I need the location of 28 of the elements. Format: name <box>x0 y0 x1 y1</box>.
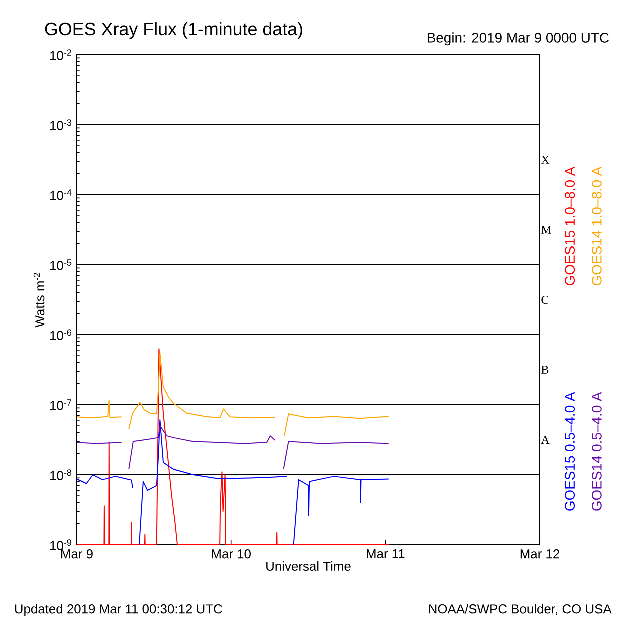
text: C <box>542 296 549 304</box>
text: NOAA/SWPC Boulder, CO USA <box>429 604 612 616</box>
text: A <box>541 436 550 444</box>
text: M <box>542 226 552 234</box>
text: GOES15 0.5–4.0 A <box>565 392 576 511</box>
x-axis-title: Universal Time <box>266 562 351 572</box>
y-tick-label: 10$^{-9}$ <box>50 540 72 550</box>
y-tick-label: 10$^{-2}$ <box>50 50 72 60</box>
y-axis-title: Watts m$^{-2}$ <box>34 273 45 328</box>
x-tick-label: Mar 10 <box>212 550 251 559</box>
y-tick-label: 10$^{-5}$ <box>50 260 72 270</box>
y-tick-label: 10$^{-6}$ <box>50 330 72 340</box>
y-tick-label: 10$^{-8}$ <box>50 470 72 480</box>
text: GOES15 1.0–8.0 A <box>565 166 576 286</box>
text: X <box>541 156 550 164</box>
x-tick-label: Mar 9 <box>62 550 93 559</box>
x-tick-label: Mar 11 <box>367 550 405 559</box>
text: GOES14 1.0–8.0 A <box>592 166 602 286</box>
line-series <box>76 348 390 546</box>
text: B <box>542 366 549 374</box>
chart-subtitle: Begin: 2019 Mar 9 0000 UTC <box>428 32 609 46</box>
y-tick-label: 10$^{-7}$ <box>50 400 72 410</box>
x-tick-label: Mar 12 <box>520 550 560 559</box>
chart-title: GOES Xray Flux (1-minute data) <box>45 22 302 40</box>
text: Updated 2019 Mar 11 00:30:12 UTC <box>15 604 222 616</box>
y-tick-label: 10$^{-3}$ <box>50 120 72 130</box>
text: GOES14 0.5–4.0 A <box>592 392 602 511</box>
y-tick-label: 10$^{-4}$ <box>50 190 72 200</box>
